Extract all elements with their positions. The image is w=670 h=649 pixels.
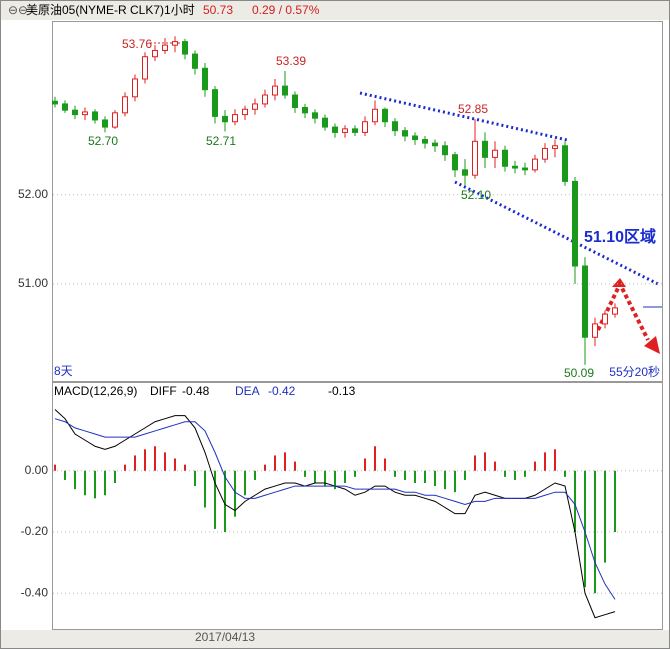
arrow-peak bbox=[612, 278, 626, 287]
extreme-label: 52.85 bbox=[458, 102, 488, 116]
candle-body bbox=[512, 165, 518, 169]
y-tick-label: 52.00 bbox=[18, 187, 48, 201]
price-change: 0.29 / 0.57% bbox=[252, 3, 320, 17]
candle-body bbox=[232, 114, 238, 123]
time-axis-bar bbox=[1, 630, 669, 648]
candle-body bbox=[542, 147, 548, 160]
candle-body bbox=[192, 53, 198, 69]
extreme-label: 52.10 bbox=[461, 188, 491, 202]
candle-body bbox=[82, 111, 88, 116]
candle-body bbox=[312, 112, 318, 119]
link-icon: ⊖⊖ bbox=[8, 3, 28, 17]
candle-body bbox=[62, 103, 68, 111]
candle-body bbox=[112, 112, 118, 128]
extreme-label: 53.76 bbox=[122, 37, 152, 51]
candle-body bbox=[322, 117, 328, 128]
candle-body bbox=[272, 85, 278, 96]
candle-body bbox=[242, 108, 248, 116]
candle-body bbox=[552, 145, 558, 149]
candle-body bbox=[482, 140, 488, 158]
candle-body bbox=[142, 56, 148, 80]
candle-body bbox=[422, 139, 428, 144]
y-tick-label: -0.40 bbox=[21, 585, 49, 599]
arrow-head bbox=[644, 336, 660, 354]
candle-body bbox=[602, 313, 608, 325]
candle-body bbox=[412, 135, 418, 141]
candle-body bbox=[152, 49, 158, 58]
last-price: 50.73 bbox=[203, 3, 233, 17]
candle-body bbox=[172, 41, 178, 46]
countdown: 55分20秒 bbox=[609, 365, 660, 379]
chart-title: 美原油05(NYME-R CLK7)1小时 bbox=[26, 3, 195, 17]
candle-body bbox=[92, 111, 98, 121]
candle-body bbox=[282, 85, 288, 96]
header-bar bbox=[1, 1, 669, 20]
candle-body bbox=[472, 140, 478, 176]
y-tick-label: 51.00 bbox=[18, 276, 48, 290]
period-label: 8天 bbox=[54, 364, 73, 378]
macd-line bbox=[54, 418, 616, 600]
candle-body bbox=[492, 149, 498, 158]
candle-body bbox=[372, 108, 378, 123]
macd-value: -0.13 bbox=[328, 384, 356, 398]
dea-value: -0.42 bbox=[268, 384, 296, 398]
candle-body bbox=[442, 145, 448, 156]
candle-body bbox=[52, 100, 58, 105]
candle-body bbox=[462, 169, 468, 176]
trendline-upper bbox=[359, 91, 568, 142]
candle-body bbox=[582, 265, 588, 338]
date-label: 2017/04/13 bbox=[195, 630, 255, 644]
candle-body bbox=[72, 109, 78, 116]
candle-body bbox=[182, 41, 188, 55]
candle-body bbox=[532, 158, 538, 171]
candle-body bbox=[162, 44, 168, 51]
candle-body bbox=[212, 89, 218, 117]
candle-body bbox=[452, 154, 458, 171]
extreme-label: 53.39 bbox=[276, 54, 306, 68]
candle-body bbox=[612, 307, 618, 315]
y-tick-label: -0.20 bbox=[21, 524, 49, 538]
candle-body bbox=[252, 103, 258, 110]
extreme-label: 52.71 bbox=[206, 134, 236, 148]
dea-name: DEA bbox=[235, 384, 260, 398]
candle-body bbox=[382, 108, 388, 123]
diff-name: DIFF bbox=[150, 384, 177, 398]
candle-body bbox=[262, 94, 268, 105]
extreme-label: 50.09 bbox=[564, 366, 594, 380]
macd-panel bbox=[52, 382, 663, 630]
extreme-label: 52.70 bbox=[88, 134, 118, 148]
annotation: 51.10区域 bbox=[584, 227, 656, 246]
price-panel bbox=[52, 21, 663, 382]
candle-body bbox=[562, 145, 568, 182]
trendline-lower bbox=[454, 180, 661, 287]
candle-body bbox=[332, 126, 338, 133]
diff-value: -0.48 bbox=[182, 384, 210, 398]
candle-body bbox=[342, 128, 348, 133]
macd-title: MACD(12,26,9) bbox=[54, 384, 137, 398]
candle-body bbox=[132, 78, 138, 98]
candle-body bbox=[122, 96, 128, 114]
candle-body bbox=[432, 142, 438, 147]
candle-body bbox=[572, 180, 578, 267]
candle-body bbox=[592, 323, 598, 338]
candle-body bbox=[362, 121, 368, 133]
candle-body bbox=[292, 94, 298, 108]
candle-body bbox=[202, 67, 208, 91]
y-tick-label: 0.00 bbox=[25, 463, 49, 477]
candle-body bbox=[222, 115, 228, 123]
candle-body bbox=[102, 119, 108, 128]
candle-body bbox=[502, 149, 508, 167]
candle-body bbox=[522, 167, 528, 171]
candle-body bbox=[402, 130, 408, 137]
candle-body bbox=[392, 121, 398, 132]
candle-body bbox=[302, 106, 308, 114]
candle-body bbox=[352, 128, 358, 133]
